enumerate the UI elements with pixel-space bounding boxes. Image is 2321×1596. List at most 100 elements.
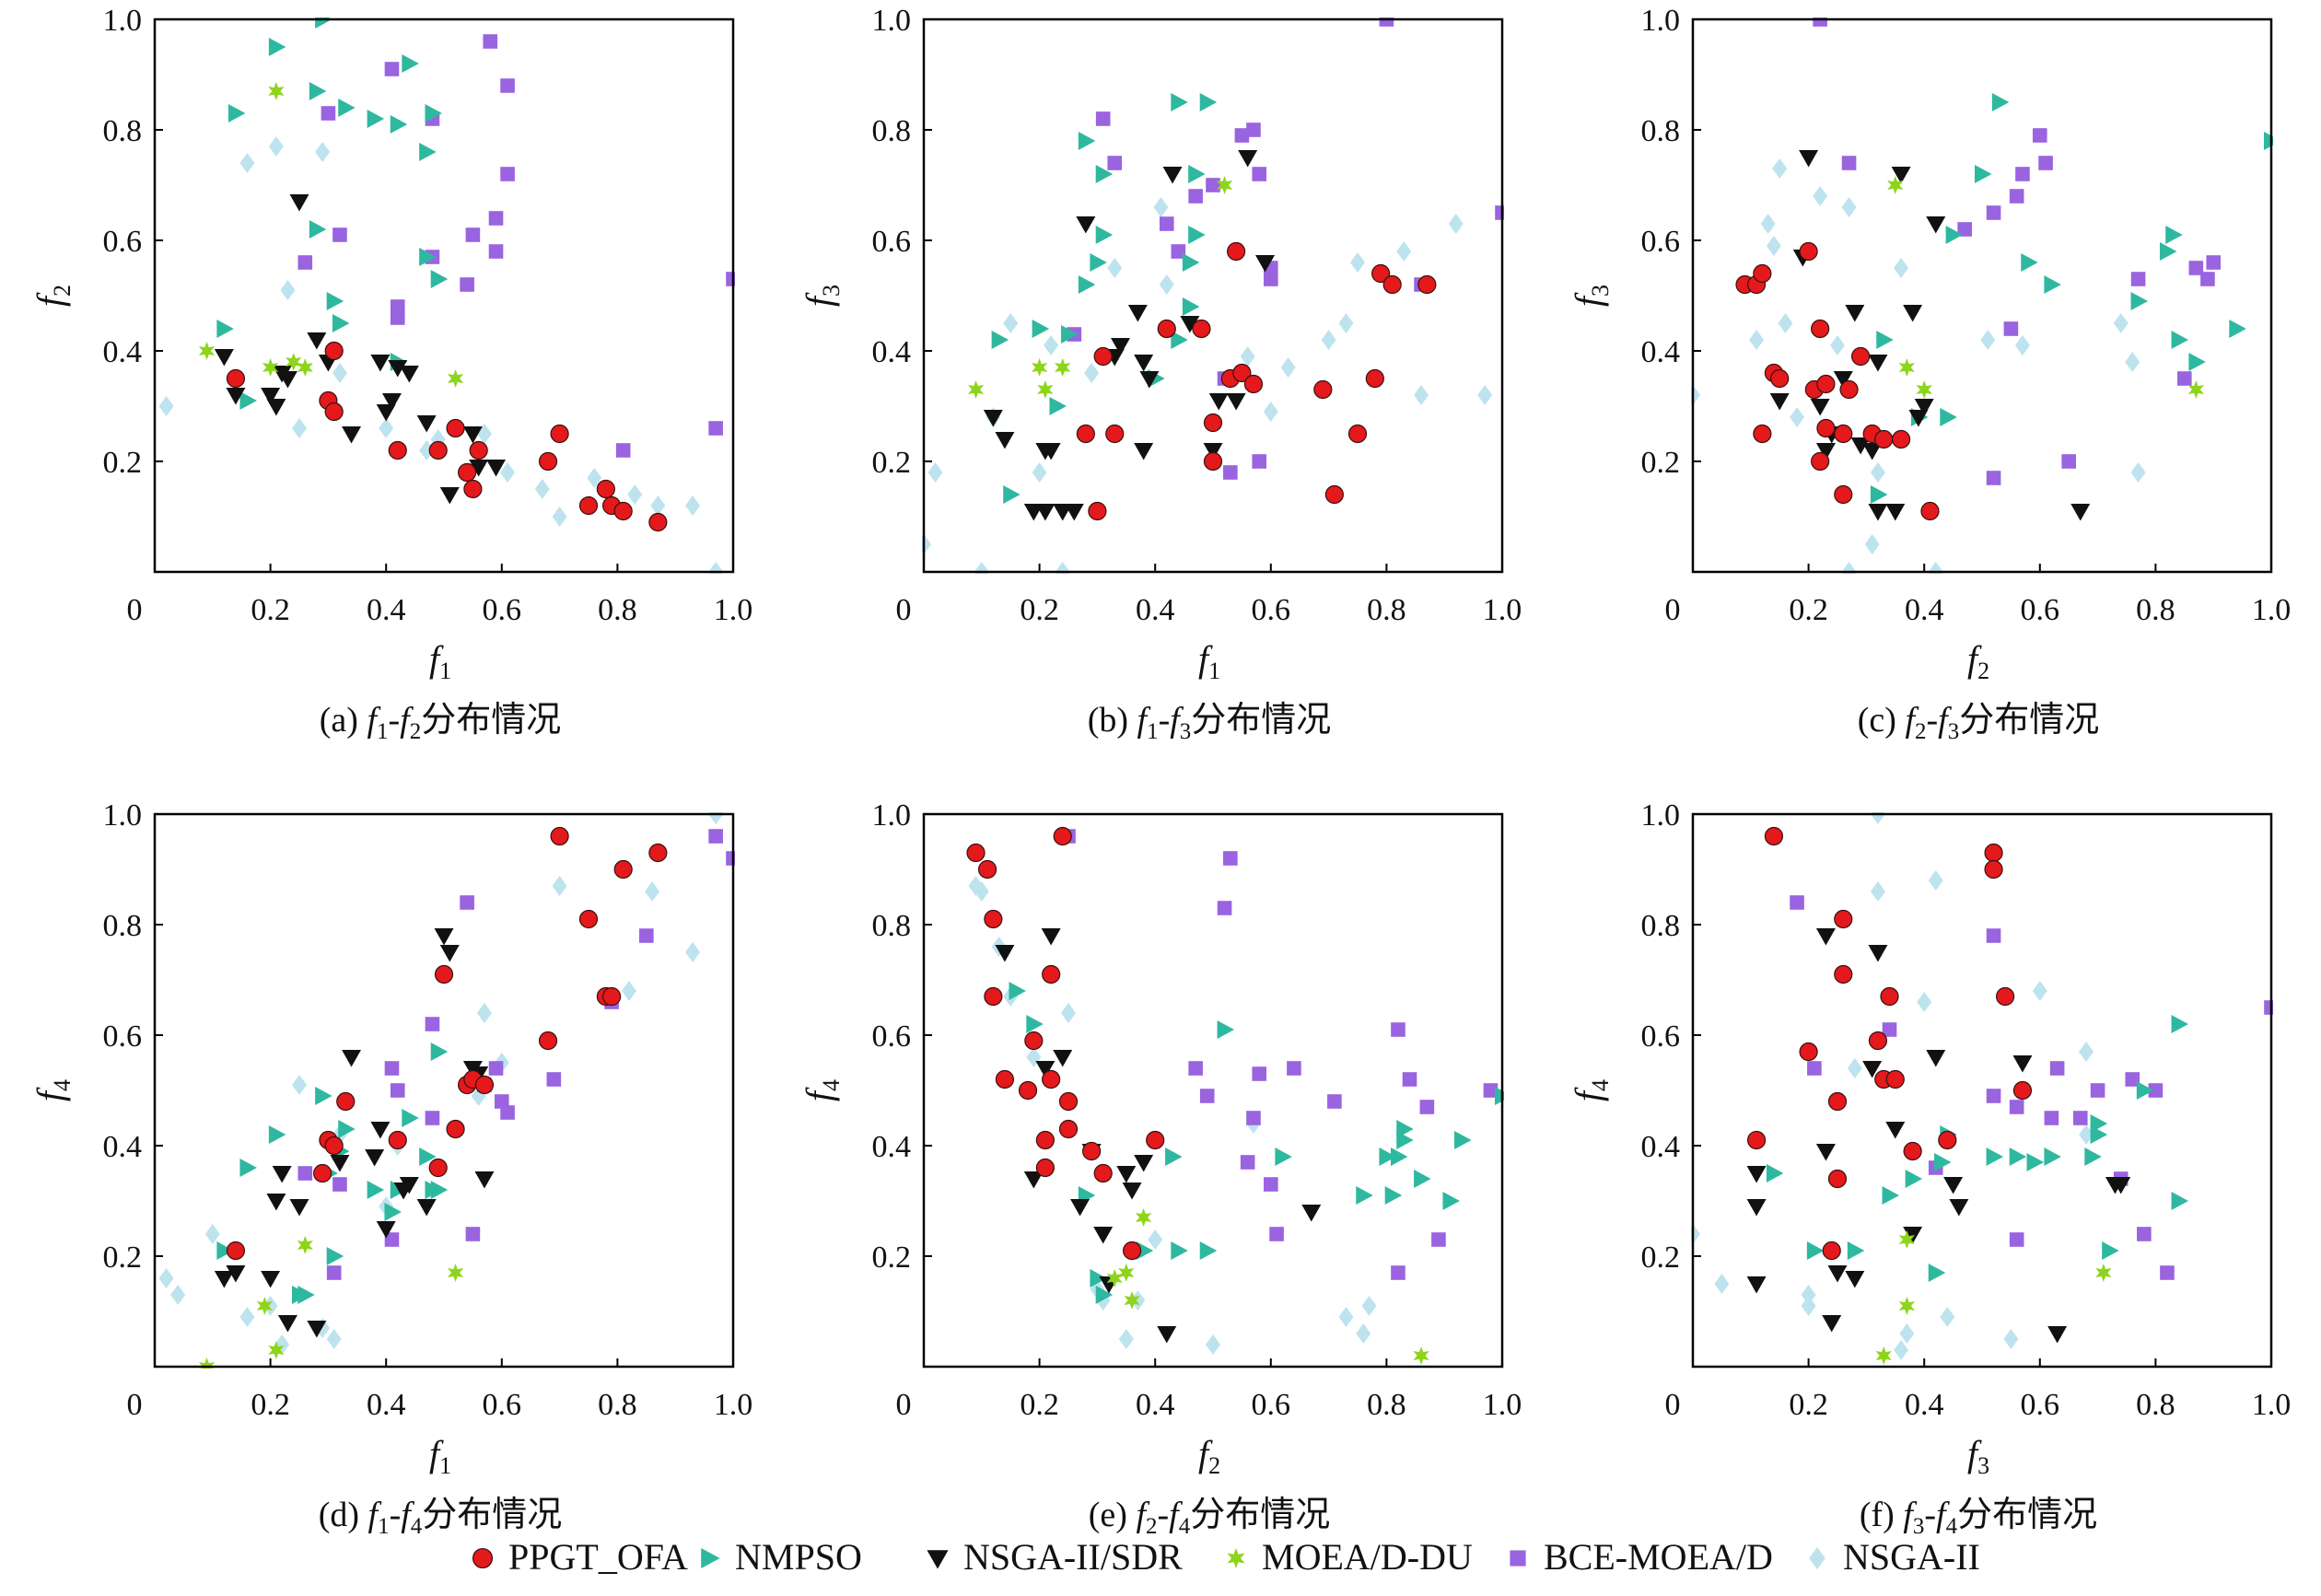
point-nsga-ii-sdr	[1093, 1227, 1114, 1244]
point-nsga-ii-sdr	[226, 1265, 246, 1283]
x-tick-label: 0.2	[1789, 593, 1828, 627]
point-bce-moea-d	[708, 421, 723, 436]
point-nsga-ii-sdr	[1746, 1276, 1767, 1294]
x-tick-label: 0.2	[1020, 593, 1059, 627]
x-tick-label: 0.8	[2136, 593, 2175, 627]
x-tick-label: 0.2	[1020, 1388, 1059, 1422]
y-axis-label: f3	[799, 285, 845, 307]
point-nmpso	[425, 104, 442, 122]
point-nsga-ii	[650, 495, 666, 516]
x-tick-label: 0.8	[2136, 1388, 2175, 1422]
point-nmpso	[1940, 408, 1957, 426]
point-bce-moea-d	[425, 1017, 440, 1031]
point-moea-d-du	[967, 380, 985, 399]
point-bce-moea-d	[321, 106, 336, 121]
point-nsga-ii	[2003, 1329, 2019, 1349]
point-ppgt-ofa	[1903, 1141, 1922, 1161]
point-ppgt-ofa	[1042, 964, 1061, 984]
point-nsga-ii	[534, 479, 550, 499]
point-bce-moea-d	[615, 443, 631, 458]
point-nmpso	[1275, 1147, 1292, 1166]
point-nsga-ii	[2113, 313, 2129, 333]
point-nmpso	[384, 1203, 402, 1221]
point-nsga-ii-sdr	[399, 366, 419, 383]
point-ppgt-ofa	[1834, 964, 1853, 984]
x-axis-label: f1	[1198, 638, 1220, 684]
point-nsga-ii	[1870, 462, 1885, 483]
legend-item-moea-d-du: MOEA/D-DU	[1227, 1536, 1473, 1578]
point-ppgt-ofa	[1811, 451, 1830, 472]
point-nmpso	[1078, 275, 1096, 294]
point-bce-moea-d	[488, 211, 504, 226]
point-nsga-ii	[587, 468, 602, 488]
x-tick-label: 1.0	[2252, 1388, 2292, 1422]
point-moea-d-du	[2187, 380, 2204, 399]
point-nmpso	[1095, 165, 1114, 183]
point-nsga-ii-sdr	[1943, 1177, 1964, 1194]
point-nsga-ii-sdr	[1746, 1166, 1767, 1183]
point-moea-d-du	[1887, 176, 1904, 194]
point-nmpso	[326, 1247, 344, 1265]
y-tick-label: 0.2	[872, 446, 912, 480]
x-tick-label: 0.8	[598, 593, 637, 627]
point-nmpso	[2136, 1081, 2154, 1100]
point-nsga-ii-sdr	[342, 426, 362, 444]
x-tick-label: 0.4	[367, 593, 406, 627]
point-nsga-ii	[645, 881, 660, 902]
point-ppgt-ofa	[324, 1136, 344, 1156]
point-nmpso	[1766, 1164, 1784, 1182]
point-nmpso	[1390, 1147, 1408, 1166]
point-moea-d-du	[1037, 380, 1054, 399]
point-nsga-ii-sdr	[416, 415, 437, 433]
point-ppgt-ofa	[1024, 1031, 1044, 1051]
point-bce-moea-d	[2061, 454, 2076, 469]
point-nsga-ii	[1917, 992, 1932, 1012]
point-bce-moea-d	[2072, 1111, 2088, 1125]
point-ppgt-ofa	[1834, 424, 1853, 444]
point-nmpso	[1928, 1264, 1946, 1282]
point-ppgt-ofa	[538, 451, 558, 472]
point-ppgt-ofa	[336, 1091, 356, 1112]
legend-marker	[472, 1547, 494, 1569]
point-nsga-ii	[1280, 357, 1296, 378]
plot-frame	[153, 17, 735, 574]
point-nmpso	[216, 320, 234, 338]
point-moea-d-du	[1898, 1230, 1915, 1249]
point-bce-moea-d	[726, 272, 735, 286]
point-nsga-ii-sdr	[439, 487, 460, 505]
legend-marker	[1809, 1546, 1825, 1570]
point-ppgt-ofa	[1827, 1169, 1848, 1189]
y-tick-label: 0.2	[872, 1241, 912, 1275]
y-tick-label: 0.4	[103, 1130, 143, 1164]
point-nsga-ii	[1790, 407, 1805, 427]
y-tick-label: 1.0	[872, 4, 912, 38]
point-nmpso	[2188, 353, 2206, 371]
point-nsga-ii	[627, 484, 643, 505]
y-tick-label: 0.2	[103, 1241, 143, 1275]
legend-item-ppgt-ofa: PPGT_OFA	[472, 1536, 688, 1578]
point-ppgt-ofa	[550, 424, 569, 444]
y-axis-label: f4	[1568, 1079, 1614, 1101]
point-nsga-ii-sdr	[1076, 216, 1096, 234]
point-nsga-ii	[1263, 402, 1278, 422]
x-tick-label: 0.6	[1252, 593, 1291, 627]
x-tick-label: 0	[1665, 593, 1681, 627]
point-bce-moea-d	[1217, 901, 1232, 915]
point-nsga-ii	[1350, 252, 1365, 273]
point-ppgt-ofa	[388, 1130, 407, 1150]
point-nmpso	[1136, 1241, 1154, 1260]
point-nsga-ii-sdr	[1822, 1315, 1842, 1333]
point-nsga-ii	[1118, 1329, 1134, 1349]
point-nsga-ii	[280, 280, 296, 300]
point-nsga-ii	[1240, 346, 1255, 367]
point-nmpso	[2090, 1125, 2108, 1144]
point-nsga-ii-sdr	[266, 1194, 286, 1211]
point-ppgt-ofa	[1058, 1091, 1079, 1112]
point-moea-d-du	[1875, 1346, 1892, 1365]
point-ppgt-ofa	[474, 1075, 495, 1095]
point-bce-moea-d	[390, 299, 405, 314]
plot-frame	[922, 812, 1504, 1369]
point-moea-d-du	[268, 82, 285, 100]
point-nsga-ii-sdr	[1746, 1199, 1767, 1217]
point-nmpso	[1379, 1147, 1396, 1166]
